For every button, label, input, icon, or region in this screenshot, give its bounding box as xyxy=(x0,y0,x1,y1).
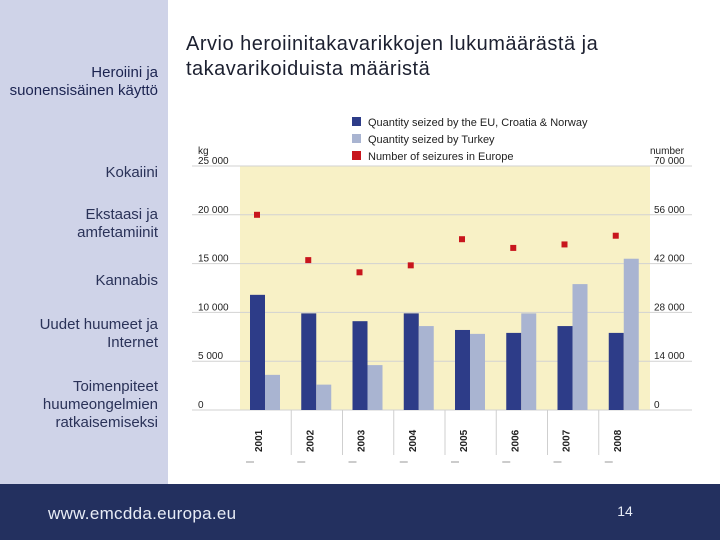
bar-turkey-2007 xyxy=(572,284,588,410)
marker-seizures-2007 xyxy=(561,241,568,248)
legend-label: Quantity seized by the EU, Croatia & Nor… xyxy=(368,117,588,129)
x-tick-label: 2005 xyxy=(459,429,470,452)
right-tick-label: 56 000 xyxy=(654,205,685,216)
right-tick-label: 28 000 xyxy=(654,302,685,313)
bar-turkey-2002 xyxy=(316,384,332,410)
bar-eu-2003 xyxy=(352,321,368,410)
right-tick-label: 42 000 xyxy=(654,254,685,265)
left-tick-label: 25 000 xyxy=(198,156,229,167)
marker-seizures-2003 xyxy=(356,269,363,276)
marker-seizures-2006 xyxy=(510,244,517,251)
right-axis-unit: number xyxy=(650,146,685,157)
bar-eu-2002 xyxy=(301,313,317,410)
left-tick-label: 0 xyxy=(198,400,204,411)
bar-turkey-2001 xyxy=(265,374,280,410)
slide-title: Arvio heroiinitakavarikkojen lukumääräst… xyxy=(186,33,599,80)
bar-eu-2006 xyxy=(506,332,522,410)
left-tick-label: 10 000 xyxy=(198,302,229,313)
left-axis-unit: kg xyxy=(198,146,209,157)
bar-eu-2008 xyxy=(608,332,624,410)
x-tick-label: 2006 xyxy=(510,429,521,452)
marker-seizures-2001 xyxy=(254,211,260,218)
x-tick-label: 2008 xyxy=(613,429,624,452)
bar-eu-2004 xyxy=(403,313,419,410)
sidebar-item-heroin[interactable]: Heroiini ja suonensisäinen käyttö xyxy=(9,64,158,99)
marker-seizures-2005 xyxy=(459,236,465,243)
footer-url[interactable]: www.emcdda.europa.eu xyxy=(48,504,237,523)
sidebar-item-cannabis[interactable]: Kannabis xyxy=(95,272,158,289)
bar-turkey-2004 xyxy=(418,326,434,410)
x-tick-label: 2007 xyxy=(562,429,573,452)
legend-label: Quantity seized by Turkey xyxy=(368,134,495,146)
legend-swatch xyxy=(352,134,361,143)
sidebar-item-responses[interactable]: Toimenpiteet huumeongelmien ratkaisemise… xyxy=(42,378,158,431)
x-tick-label: 2002 xyxy=(305,429,316,452)
page-number: 14 xyxy=(617,503,633,519)
heroin-seizure-chart: 0 5 000 10 000 15 000 20 000 25 000 0 14 000 28 … xyxy=(192,117,692,463)
right-tick-label: 14 000 xyxy=(654,351,685,362)
bar-turkey-2006 xyxy=(521,313,537,410)
right-tick-label: 0 xyxy=(654,400,660,411)
legend-swatch xyxy=(352,117,361,126)
x-tick-label: 2003 xyxy=(357,429,368,452)
left-tick-label: 5 000 xyxy=(198,351,223,362)
marker-seizures-2002 xyxy=(305,257,312,264)
legend-label: Number of seizures in Europe xyxy=(368,151,514,163)
x-tick-label: 2004 xyxy=(408,429,419,452)
bar-eu-2007 xyxy=(557,326,573,410)
sidebar-item-cocaine[interactable]: Kokaiini xyxy=(105,164,158,181)
legend-swatch xyxy=(352,151,361,160)
slide-sidebar: Heroiini ja suonensisäinen käyttö Kokaii… xyxy=(0,0,168,484)
left-tick-label: 20 000 xyxy=(198,205,229,216)
bar-turkey-2008 xyxy=(623,258,639,410)
right-tick-label: 70 000 xyxy=(654,156,685,167)
footer-bar: www.emcdda.europa.eu 14 xyxy=(0,484,720,540)
x-tick-label: 2001 xyxy=(254,429,265,452)
sidebar-item-new-drugs[interactable]: Uudet huumeet ja Internet xyxy=(39,316,158,351)
bar-eu-2001 xyxy=(250,294,265,410)
bar-turkey-2005 xyxy=(470,333,485,410)
bar-eu-2005 xyxy=(455,329,470,410)
bar-turkey-2003 xyxy=(367,365,383,410)
marker-seizures-2008 xyxy=(612,232,619,239)
sidebar-item-ecstasy[interactable]: Ekstaasi ja amfetamiinit xyxy=(77,206,158,241)
left-tick-label: 15 000 xyxy=(198,254,229,265)
marker-seizures-2004 xyxy=(407,262,414,269)
